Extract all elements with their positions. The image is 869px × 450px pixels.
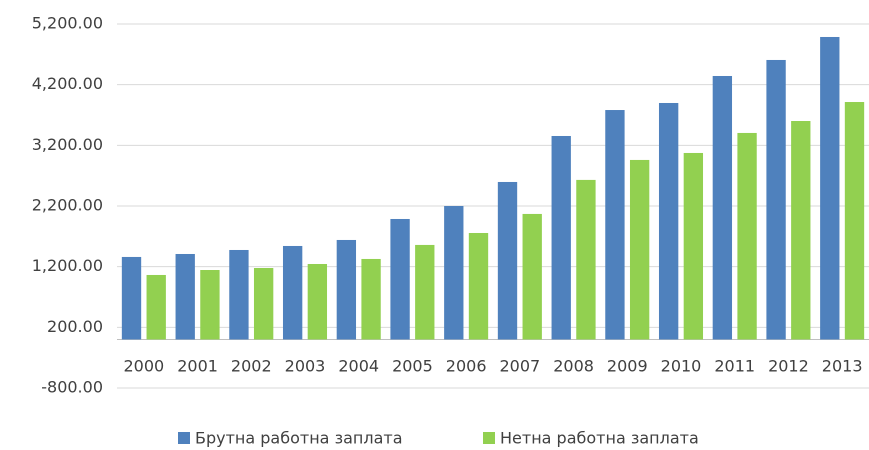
bar (468, 232, 489, 340)
bar (200, 270, 220, 340)
bar (146, 274, 166, 340)
x-tick-label: 2006 (446, 357, 487, 376)
x-tick-label: 2009 (607, 357, 648, 376)
x-tick-label: 2000 (123, 357, 164, 376)
bar (844, 102, 865, 340)
x-tick-label: 2012 (768, 357, 809, 376)
legend-swatch (483, 432, 495, 444)
y-tick-label: -800.00 (41, 378, 103, 397)
x-tick-label: 2010 (661, 357, 702, 376)
bar (576, 179, 596, 340)
x-tick-label: 2002 (231, 357, 272, 376)
x-tick-label: 2003 (285, 357, 326, 376)
y-tick-label: 5,200.00 (32, 14, 103, 33)
bar (712, 75, 733, 340)
bar (415, 244, 435, 340)
bar (605, 110, 625, 340)
y-tick-label: 200.00 (47, 317, 103, 336)
bar (444, 206, 464, 340)
bar (361, 258, 381, 340)
bar (307, 263, 328, 340)
bar (497, 181, 518, 340)
bar (551, 135, 571, 340)
y-tick-label: 3,200.00 (32, 135, 103, 154)
bar (229, 249, 249, 340)
x-tick-label: 2008 (553, 357, 594, 376)
x-tick-label: 2001 (177, 357, 218, 376)
bar (175, 253, 195, 340)
legend-label: Брутна работна заплата (195, 429, 403, 448)
bar (390, 218, 410, 340)
bar (658, 102, 679, 340)
bar (522, 213, 542, 340)
legend-label: Нетна работна заплата (500, 429, 699, 448)
bar (282, 245, 303, 340)
bar (121, 256, 142, 340)
bar (820, 36, 840, 340)
bar (791, 121, 811, 340)
y-tick-label: 2,200.00 (32, 196, 103, 215)
y-tick-label: 4,200.00 (32, 74, 103, 93)
bar (629, 159, 650, 340)
bar (336, 239, 357, 340)
y-tick-label: 1,200.00 (32, 256, 103, 275)
x-tick-label: 2011 (714, 357, 755, 376)
x-tick-label: 2007 (499, 357, 540, 376)
x-tick-label: 2013 (822, 357, 863, 376)
x-tick-label: 2005 (392, 357, 433, 376)
bar (253, 268, 274, 340)
bar (683, 152, 704, 340)
legend-swatch (178, 432, 190, 444)
bar (737, 132, 757, 340)
x-tick-label: 2004 (338, 357, 379, 376)
bar (766, 59, 786, 340)
